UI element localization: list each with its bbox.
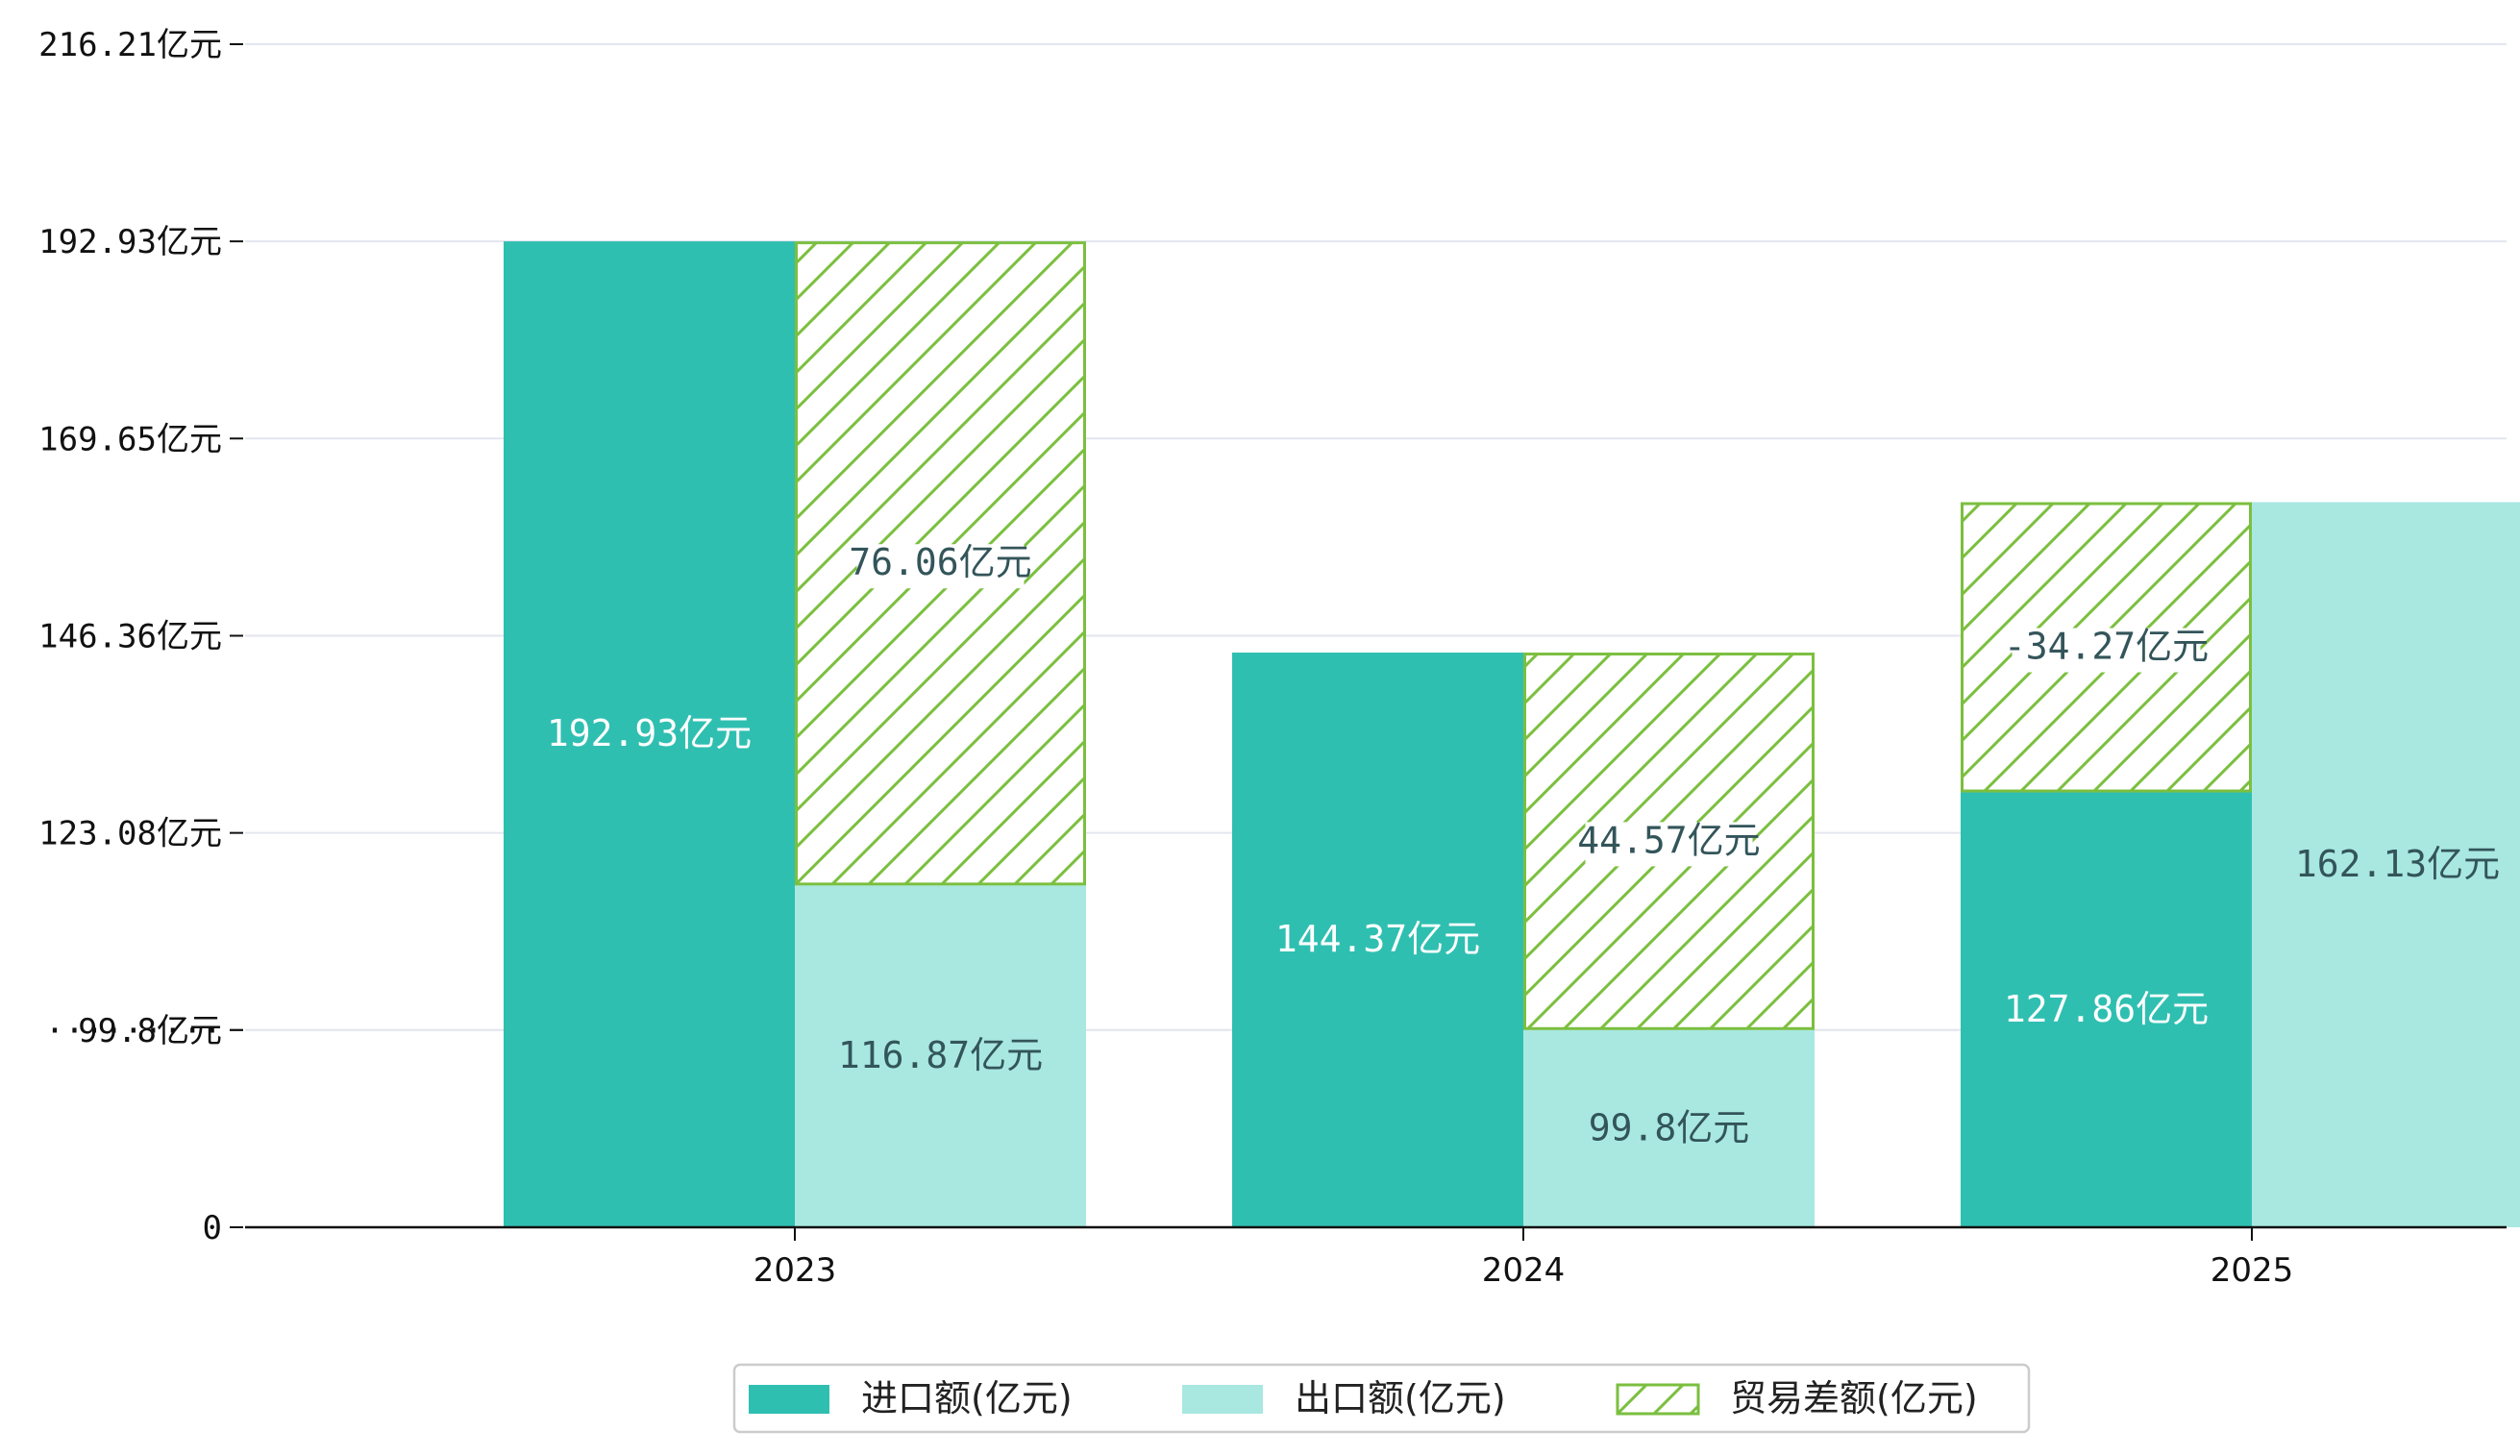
data-label-balance-2023-bg <box>856 544 1025 589</box>
data-labels: 192.93亿元 116.87亿元 76.06亿元 144.37亿元 99.8亿元 44.… <box>547 541 2500 1148</box>
bar-import-2023 <box>504 241 795 1227</box>
y-tick-label: 192.93亿元 <box>38 223 222 261</box>
legend-label-2: 贸易差额(亿元) <box>1730 1377 1978 1419</box>
legend-box <box>732 1363 2031 1434</box>
y-tick-label: 169.65亿元 <box>38 420 222 458</box>
legend-swatch-1 <box>1182 1385 1263 1414</box>
data-label-import-2025: 127.86亿元 <box>2004 988 2209 1030</box>
bar-import-2024 <box>1232 653 1523 1227</box>
y-tick-label: 0 <box>203 1209 222 1247</box>
y-tick-label: 99.8亿元 <box>78 1012 222 1050</box>
y-tick-label: 216.21亿元 <box>38 26 222 64</box>
data-label-balance-2025: -34.27亿元 <box>2004 626 2209 668</box>
x-tick-label-2025: 2025 <box>2211 1251 2294 1290</box>
bar-export-2023 <box>795 885 1086 1227</box>
data-label-export-2024: 99.8亿元 <box>1589 1106 1750 1148</box>
legend-label-0: 进口额(亿元) <box>861 1377 1073 1419</box>
legend-label-1: 出口额(亿元) <box>1295 1377 1506 1419</box>
data-label-import-2024: 144.37亿元 <box>1275 918 1480 960</box>
data-label-balance-2023: 76.06亿元 <box>849 541 1031 583</box>
y-tick-label: 146.36亿元 <box>38 618 222 656</box>
bar-export-2025 <box>2252 502 2520 1227</box>
x-axis: 2023 2024 2025 <box>245 1225 2507 1290</box>
data-label-import-2023: 192.93亿元 <box>547 712 752 754</box>
y-tick-label: ········· <box>45 1012 222 1050</box>
legend-swatch-0 <box>749 1385 829 1414</box>
bars <box>504 241 2520 1227</box>
data-label-balance-2024-bg <box>1585 822 1753 867</box>
bar-import-2025 <box>1961 792 2252 1227</box>
x-tick-label-2023: 2023 <box>754 1251 837 1290</box>
y-axis: 0 ·········99.8亿元 123.08亿元 146.36亿元 169.65亿元… <box>38 26 243 1247</box>
data-label-export-2023: 116.87亿元 <box>838 1034 1043 1076</box>
data-label-export-2025: 162.13亿元 <box>2295 843 2500 885</box>
x-tick-label-2024: 2024 <box>1482 1251 1566 1290</box>
y-tick-label: 123.08亿元 <box>38 815 222 853</box>
legend-swatch-2 <box>1616 1383 1700 1416</box>
data-label-balance-2025-bg <box>2012 628 2201 673</box>
legend: 进口额(亿元) 出口额(亿元) 贸易差额(亿元) <box>732 1363 2031 1434</box>
bar-export-2024 <box>1523 1029 1815 1227</box>
data-label-balance-2024: 44.57亿元 <box>1577 819 1760 861</box>
